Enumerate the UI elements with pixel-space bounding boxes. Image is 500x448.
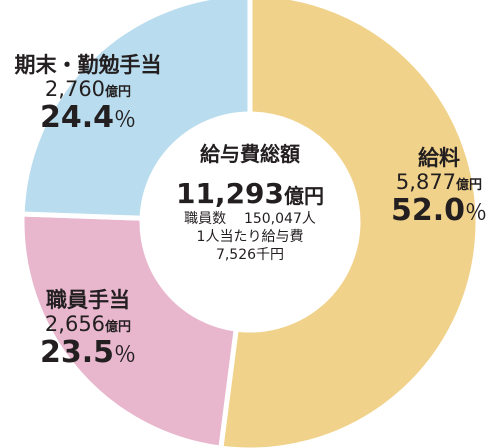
slice-shokuin-teate bbox=[19, 211, 239, 448]
staff-count-value: 150,047人 bbox=[243, 211, 316, 227]
per-capita-label: 1人当たり給与費 bbox=[196, 229, 304, 246]
per-capita-value: 7,526千円 bbox=[215, 247, 285, 264]
total-amount: 11,293億円 bbox=[150, 177, 350, 210]
total-unit: 億円 bbox=[284, 184, 325, 208]
slice-name: 給料 bbox=[418, 146, 460, 170]
staff-count: 職員数 150,047人 bbox=[150, 210, 350, 228]
slice-amount: 2,656億円 bbox=[18, 312, 158, 336]
slice-percent-sign: ％ bbox=[114, 108, 137, 134]
chart-title: 給与費総額 bbox=[200, 142, 300, 166]
slice-percent: 52.0％ bbox=[380, 194, 498, 229]
slice-name: 職員手当 bbox=[46, 288, 130, 312]
slice-percent: 24.4％ bbox=[0, 101, 176, 136]
slice-amount-value: 5,877 bbox=[395, 170, 457, 195]
staff-count-label: 職員数 bbox=[184, 211, 227, 227]
slice-amount-value: 2,760 bbox=[44, 77, 106, 102]
slice-amount-value: 2,656 bbox=[44, 312, 106, 337]
slice-percent-sign: ％ bbox=[114, 343, 137, 369]
total-value: 11,293 bbox=[175, 177, 285, 210]
slice-amount-unit: 億円 bbox=[456, 178, 483, 194]
slice-percent-value: 24.4 bbox=[39, 100, 114, 136]
slice-percent-value: 52.0 bbox=[390, 193, 465, 229]
slice-amount-unit: 億円 bbox=[105, 85, 132, 101]
slice-kyuryo bbox=[218, 0, 481, 448]
slice-amount: 5,877億円 bbox=[380, 170, 498, 194]
slice-amount-unit: 億円 bbox=[105, 320, 132, 336]
slice-percent: 23.5％ bbox=[18, 336, 158, 371]
slice-percent-value: 23.5 bbox=[39, 335, 114, 371]
slice-percent-sign: ％ bbox=[465, 201, 488, 227]
slice-label-kimatsu: 期末・勤勉手当 2,760億円 24.4％ bbox=[0, 53, 176, 136]
slice-kimatsu bbox=[19, 0, 253, 221]
slice-name: 期末・勤勉手当 bbox=[14, 53, 162, 77]
slice-label-shokuin-teate: 職員手当 2,656億円 23.5％ bbox=[18, 288, 158, 371]
slice-amount: 2,760億円 bbox=[0, 77, 176, 101]
chart-center: 給与費総額 11,293億円 職員数 150,047人 1人当たり給与費 7,5… bbox=[150, 138, 350, 265]
slice-label-kyuryo: 給料 5,877億円 52.0％ bbox=[380, 146, 498, 229]
